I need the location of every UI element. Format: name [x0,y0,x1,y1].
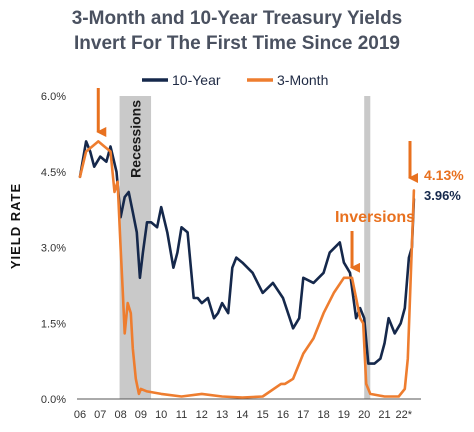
recession-band [119,96,152,399]
ten-year-value-label: 3.96% [424,188,461,203]
y-tick-label: 0.0% [41,394,66,406]
three-month-value-label: 4.13% [424,167,464,183]
chart-title: 3-Month and 10-Year Treasury Yields Inve… [0,6,474,56]
y-axis-label: YIELD RATE [8,183,23,269]
x-tick-label: 09 [135,409,147,421]
y-tick-label: 4.5% [41,167,66,179]
x-tick-label: 14 [236,409,248,421]
x-tick-label: 18 [317,409,329,421]
recession-label: Recessions [127,100,143,178]
x-tick-label: 20 [358,409,370,421]
chart-title-line-1: 3-Month and 10-Year Treasury Yields [71,8,403,29]
series-line-3-month [78,140,416,399]
x-tick-label: 21 [378,409,390,421]
x-tick-label: 15 [257,409,269,421]
y-tick-label: 3.0% [41,243,66,255]
recession-band [364,96,371,399]
x-tick-label: 13 [216,409,228,421]
x-tick-label: 17 [297,409,309,421]
x-tick-label: 10 [155,409,167,421]
x-tick-label: 12 [196,409,208,421]
series-line-10-year [78,140,416,365]
x-tick-label: 08 [114,409,126,421]
x-tick-label: 06 [74,409,86,421]
x-tick-label: 16 [277,409,289,421]
inversions-label: Inversions [335,209,415,226]
legend-label: 3-Month [277,72,328,88]
chart-title-line-2: Invert For The First Time Since 2019 [74,33,400,54]
x-tick-label: 11 [176,409,187,421]
y-tick-label: 1.5% [41,318,66,330]
legend-label: 10-Year [172,72,221,88]
x-tick-label: 22* [396,409,413,421]
x-tick-label: 19 [338,409,350,421]
y-tick-label: 6.0% [41,91,66,103]
x-tick-label: 07 [94,409,106,421]
